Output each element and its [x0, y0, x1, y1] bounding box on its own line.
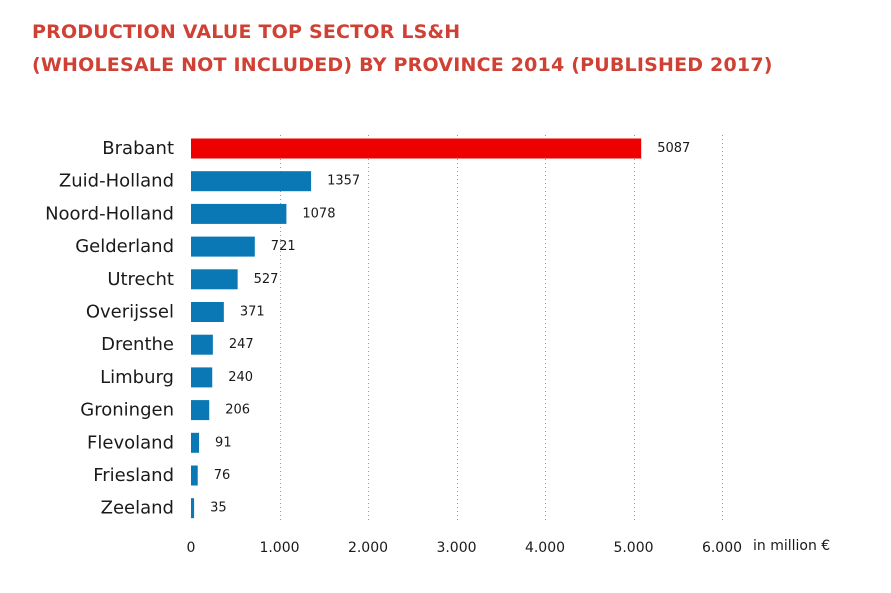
- value-label-groningen: 206: [225, 403, 250, 418]
- value-label-overijssel: 371: [240, 305, 265, 320]
- category-label-drenthe: Drenthe: [101, 334, 174, 355]
- x-tick-label-2000: 2.000: [348, 540, 388, 556]
- category-label-zeeland: Zeeland: [101, 498, 174, 519]
- x-tick-label-4000: 4.000: [525, 540, 565, 556]
- category-label-brabant: Brabant: [102, 138, 174, 159]
- x-tick-label-5000: 5.000: [613, 540, 653, 556]
- bar-zeeland: [191, 498, 195, 519]
- category-label-limburg: Limburg: [100, 367, 174, 388]
- category-label-friesland: Friesland: [93, 465, 174, 486]
- value-label-drenthe: 247: [229, 337, 254, 352]
- x-tick-label-0: 0: [187, 540, 196, 556]
- bar-utrecht: [191, 269, 238, 290]
- bar-limburg: [191, 367, 213, 388]
- value-label-zuid-holland: 1357: [327, 174, 360, 189]
- chart-title-line-1: PRODUCTION VALUE TOP SECTOR LS&H: [32, 21, 461, 43]
- bar-drenthe: [191, 334, 213, 355]
- x-tick-label-1000: 1.000: [259, 540, 299, 556]
- value-label-flevoland: 91: [215, 435, 232, 450]
- chart-title: PRODUCTION VALUE TOP SECTOR LS&H (WHOLES…: [32, 16, 773, 82]
- x-tick-label-3000: 3.000: [436, 540, 476, 556]
- value-labels: 5087 1357 1078 721 527 371 247 240 206 91 76 35: [210, 141, 690, 516]
- category-label-groningen: Groningen: [80, 400, 174, 421]
- bars: [191, 138, 642, 519]
- bar-overijssel: [191, 302, 224, 322]
- category-labels: Brabant Zuid-Holland Noord-Holland Gelderla…: [45, 138, 174, 519]
- bar-groningen: [191, 400, 210, 421]
- category-label-gelderland: Gelderland: [75, 236, 174, 257]
- chart-title-line-2: (WHOLESALE NOT INCLUDED) BY PROVINCE 201…: [32, 54, 773, 76]
- category-label-utrecht: Utrecht: [107, 269, 174, 290]
- bar-friesland: [191, 465, 198, 486]
- x-tick-label-6000: 6.000: [702, 540, 742, 556]
- value-label-zeeland: 35: [210, 501, 227, 516]
- value-label-noord-holland: 1078: [302, 206, 335, 221]
- bar-zuid-holland: [191, 171, 312, 192]
- value-label-utrecht: 527: [254, 272, 279, 287]
- bar-noord-holland: [191, 203, 287, 224]
- category-label-noord-holland: Noord-Holland: [45, 203, 174, 224]
- grid-lines: [280, 135, 723, 522]
- bar-brabant: [191, 138, 642, 159]
- x-axis-unit-label: in million €: [753, 538, 830, 554]
- value-label-limburg: 240: [228, 370, 253, 385]
- category-label-flevoland: Flevoland: [87, 432, 174, 453]
- x-axis: 0 1.000 2.000 3.000 4.000 5.000 6.000 in millio…: [187, 538, 831, 556]
- value-label-friesland: 76: [214, 468, 231, 483]
- value-label-gelderland: 721: [271, 239, 296, 254]
- bar-flevoland: [191, 432, 200, 453]
- bar-gelderland: [191, 236, 255, 257]
- value-label-brabant: 5087: [657, 141, 690, 156]
- category-label-zuid-holland: Zuid-Holland: [59, 171, 174, 192]
- category-label-overijssel: Overijssel: [86, 302, 174, 323]
